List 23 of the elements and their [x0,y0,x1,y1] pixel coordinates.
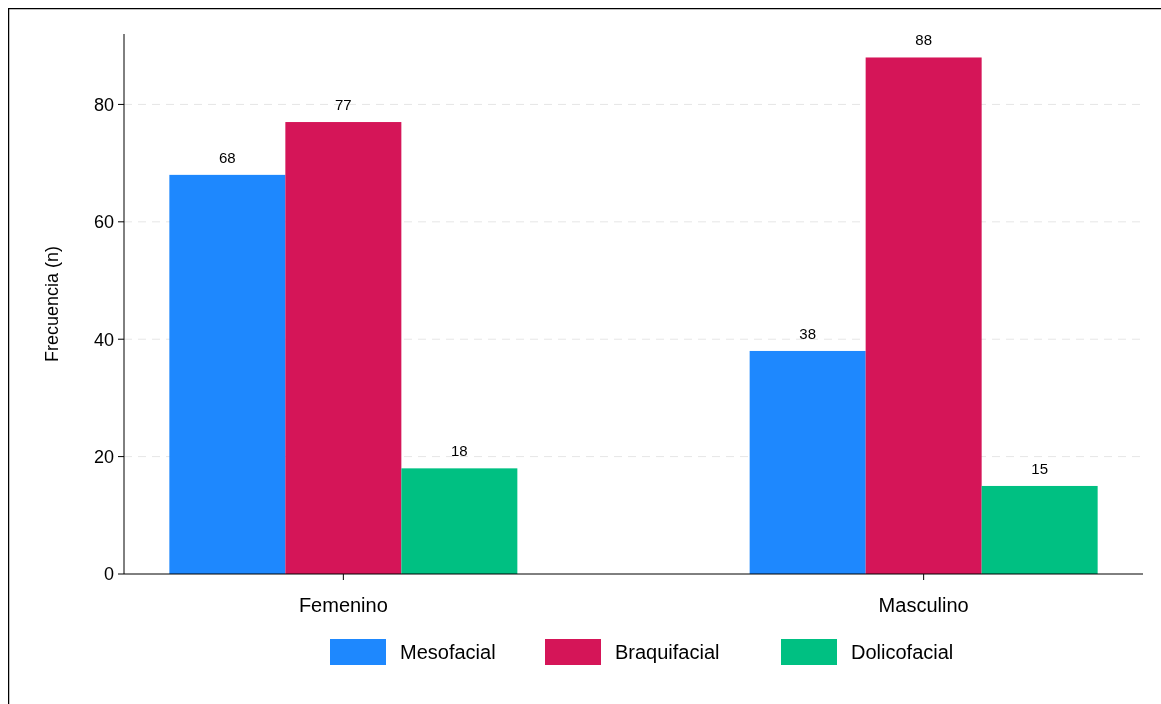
data-label: 18 [451,442,468,460]
y-tick-label: 40 [93,329,114,350]
y-tick-label: 20 [93,446,114,467]
data-label: 15 [1031,459,1048,477]
bar [401,468,518,574]
data-label: 88 [915,31,932,49]
legend-label: Braquifacial [615,641,720,663]
x-tick-label: Femenino [298,594,388,616]
bar [865,57,982,574]
bar [749,350,866,574]
y-tick-label: 0 [103,564,114,585]
bar [169,174,286,574]
data-label: 68 [219,148,236,166]
data-label: 77 [335,96,352,114]
x-tick-label: Masculino [878,594,969,616]
y-tick-label: 60 [93,212,114,233]
legend-label: Mesofacial [400,641,496,663]
y-tick-label: 80 [93,94,114,115]
data-label: 38 [799,324,816,342]
bar [981,485,1098,574]
legend-label: Dolicofacial [851,641,954,663]
bar [285,122,402,574]
y-axis-title: Frecuencia (n) [42,245,62,363]
